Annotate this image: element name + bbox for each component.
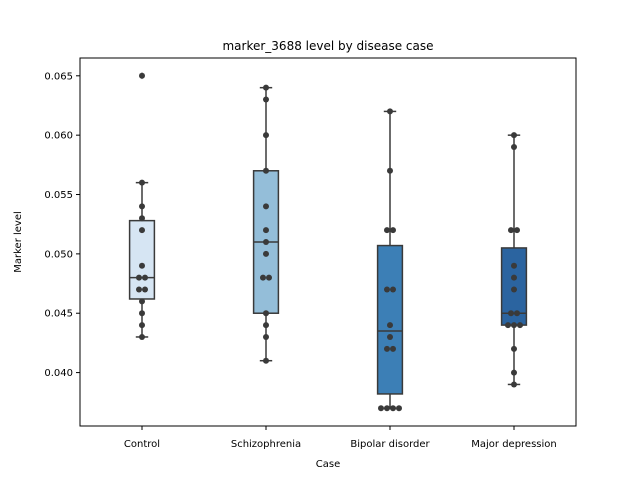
- y-tick-label: 0.060: [44, 131, 73, 142]
- data-point: [511, 345, 517, 352]
- data-point: [139, 322, 145, 329]
- data-point: [136, 286, 142, 293]
- data-point: [139, 333, 145, 340]
- data-point: [384, 286, 390, 293]
- chart-title: marker_3688 level by disease case: [222, 39, 433, 53]
- data-point: [390, 286, 396, 293]
- data-point: [387, 322, 393, 329]
- data-point: [139, 227, 145, 234]
- data-point: [511, 322, 517, 329]
- data-point: [384, 405, 390, 412]
- data-point: [511, 381, 517, 388]
- data-point: [142, 286, 148, 293]
- box-iqr: [128, 219, 156, 300]
- y-axis: 0.040 0.045 0.050 0.055 0.060 0.065: [44, 71, 80, 379]
- data-point: [390, 227, 396, 234]
- y-axis-label: Marker level: [13, 211, 24, 273]
- box-group: [128, 72, 528, 409]
- data-point: [387, 108, 393, 115]
- x-axis-label: Case: [316, 459, 340, 470]
- x-tick-label: Bipolar disorder: [350, 439, 430, 450]
- data-point: [263, 250, 269, 257]
- data-point: [517, 322, 523, 329]
- data-point: [139, 179, 145, 186]
- data-point: [263, 239, 269, 245]
- data-point: [139, 262, 145, 269]
- data-point: [508, 227, 514, 234]
- data-point: [390, 405, 396, 412]
- data-point: [387, 167, 393, 174]
- data-point: [139, 215, 145, 222]
- data-point: [508, 310, 514, 317]
- x-tick-label: Major depression: [471, 439, 557, 450]
- data-point: [263, 227, 269, 234]
- box-2: [252, 86, 280, 362]
- x-tick-label: Schizophrenia: [231, 439, 301, 450]
- data-point: [263, 84, 269, 91]
- data-point: [136, 274, 142, 281]
- data-point: [139, 310, 145, 317]
- data-point: [387, 333, 393, 340]
- data-point: [263, 322, 269, 329]
- data-point: [384, 345, 390, 352]
- y-tick-label: 0.040: [44, 368, 73, 379]
- data-point: [263, 357, 269, 364]
- x-tick-label: Control: [124, 439, 160, 450]
- data-point: [263, 132, 269, 139]
- data-point: [266, 274, 272, 281]
- data-point: [390, 345, 396, 352]
- data-point: [511, 132, 517, 139]
- data-point: [263, 310, 269, 317]
- y-tick-label: 0.050: [44, 249, 73, 260]
- y-tick-label: 0.045: [44, 309, 73, 320]
- data-point: [511, 274, 517, 281]
- data-point: [142, 274, 148, 281]
- plot-frame: [79, 57, 577, 427]
- box-1: [128, 72, 156, 338]
- data-point: [514, 227, 520, 234]
- data-point: [511, 286, 517, 293]
- data-point: [378, 405, 384, 412]
- data-point: [139, 203, 145, 210]
- data-point: [263, 167, 269, 174]
- box-iqr: [376, 244, 404, 395]
- data-point: [139, 298, 145, 305]
- data-point: [396, 405, 402, 412]
- y-tick-label: 0.065: [44, 71, 73, 82]
- data-point: [511, 144, 517, 151]
- data-point: [263, 333, 269, 340]
- data-point: [263, 203, 269, 210]
- data-point: [505, 322, 511, 329]
- data-point: [263, 96, 269, 103]
- data-point: [511, 369, 517, 376]
- data-point: [260, 274, 266, 281]
- box-3: [376, 110, 404, 409]
- data-point: [511, 262, 517, 269]
- y-tick-label: 0.055: [44, 190, 73, 201]
- data-point: [514, 310, 520, 317]
- x-axis: Control Schizophrenia Bipolar disorder Majo…: [124, 426, 557, 450]
- data-point: [384, 227, 390, 234]
- data-point: [139, 72, 145, 79]
- point-group: [136, 72, 523, 412]
